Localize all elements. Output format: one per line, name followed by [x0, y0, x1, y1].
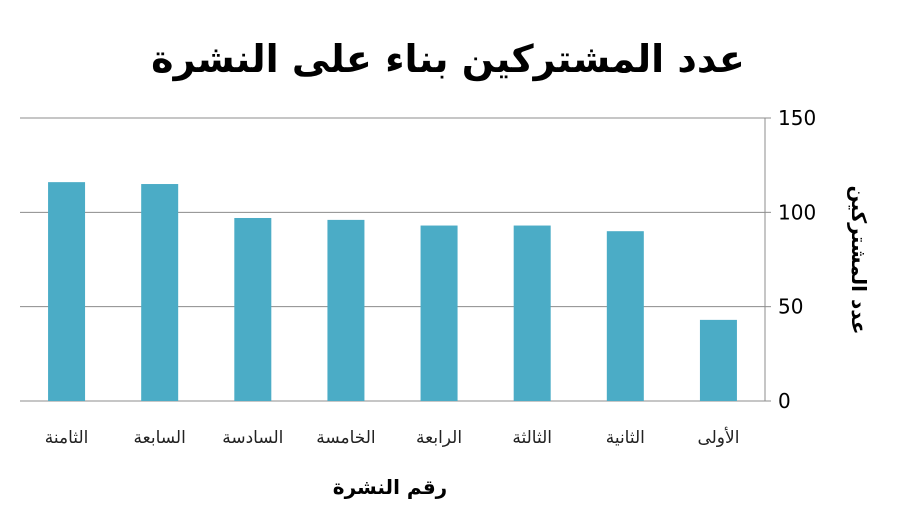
- bars: [48, 182, 737, 401]
- x-tick-label: الأولى: [697, 427, 739, 448]
- y-tick-label: 100: [778, 200, 816, 224]
- bar: [234, 217, 272, 401]
- bar: [606, 231, 644, 401]
- x-tick-label: الثامنة: [45, 428, 89, 448]
- x-tick-label: السادسة: [222, 428, 283, 448]
- y-axis-title: عدد المشتركين: [847, 186, 871, 335]
- y-tick-label: 150: [778, 106, 816, 130]
- y-tick-labels: 0 50 100 150: [778, 106, 816, 413]
- bar: [141, 184, 179, 401]
- bar: [420, 225, 458, 401]
- bar: [48, 182, 86, 401]
- y-tick-label: 50: [778, 295, 803, 319]
- chart-title: عدد المشتركين بناء على النشرة: [151, 37, 745, 81]
- x-tick-label: السابعة: [134, 428, 186, 448]
- category-labels: الأولى الثانية الثالثة الرابعة الخامسة السادس…: [45, 427, 740, 448]
- y-tick-label: 0: [778, 389, 791, 413]
- bar: [699, 319, 737, 401]
- x-tick-label: الثانية: [606, 428, 645, 448]
- x-tick-label: الخامسة: [316, 428, 375, 448]
- x-tick-label: الثالثة: [512, 428, 552, 448]
- x-tick-label: الرابعة: [416, 428, 462, 448]
- bar: [327, 219, 365, 401]
- x-axis-title: رقم النشرة: [333, 475, 447, 499]
- gridlines: [20, 117, 771, 402]
- bar: [513, 225, 551, 401]
